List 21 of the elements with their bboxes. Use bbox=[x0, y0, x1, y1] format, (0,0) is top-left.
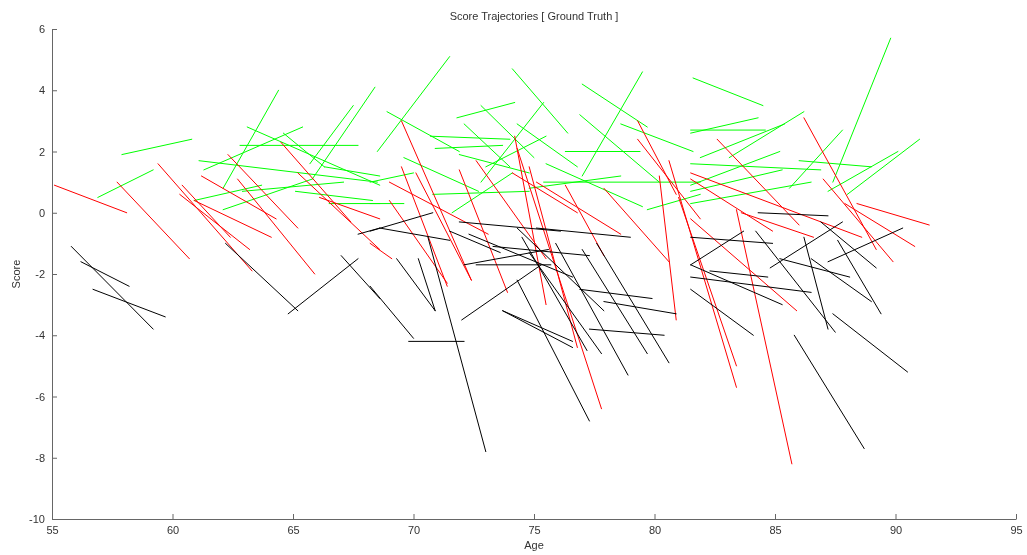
y-tick-label: 2 bbox=[38, 145, 45, 158]
y-tick-label: 4 bbox=[38, 84, 45, 97]
y-tick-label: -6 bbox=[35, 390, 45, 403]
x-axis-title: Age bbox=[524, 539, 544, 551]
x-tick-label: 80 bbox=[648, 523, 662, 536]
y-tick-label: -10 bbox=[29, 513, 45, 526]
x-tick-label: 60 bbox=[166, 523, 180, 536]
x-tick-label: 75 bbox=[528, 523, 541, 536]
x-tick-label: 55 bbox=[46, 523, 59, 536]
y-axis-title: Score bbox=[10, 259, 22, 289]
chart-title: Score Trajectories [ Ground Truth ] bbox=[449, 10, 619, 22]
y-tick-label: -2 bbox=[35, 268, 45, 281]
y-tick-label: -8 bbox=[35, 451, 45, 464]
y-tick-label: -4 bbox=[35, 329, 45, 342]
x-tick-label: 85 bbox=[769, 523, 782, 536]
x-tick-label: 95 bbox=[1010, 523, 1023, 536]
x-tick-label: 90 bbox=[889, 523, 903, 536]
y-tick-label: 6 bbox=[38, 23, 45, 36]
x-tick-label: 70 bbox=[407, 523, 421, 536]
y-tick-label: 0 bbox=[38, 206, 45, 219]
x-tick-label: 65 bbox=[287, 523, 300, 536]
